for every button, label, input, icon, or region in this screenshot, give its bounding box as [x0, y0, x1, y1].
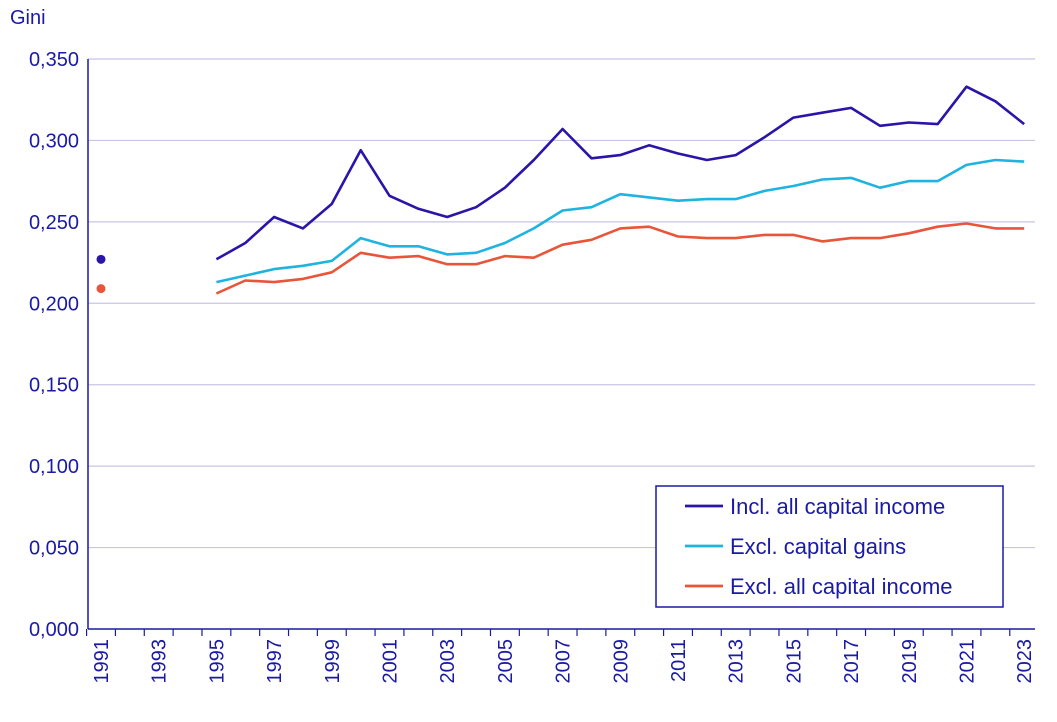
x-tick-label: 1995	[206, 639, 228, 684]
series-group	[216, 158, 1025, 284]
y-tick-label: 0,250	[29, 212, 79, 234]
x-tick-label: 2009	[610, 639, 632, 684]
x-tick-label: 2023	[1014, 639, 1036, 684]
x-tick-label: 1991	[91, 639, 113, 684]
series-group	[96, 85, 1026, 264]
x-tick-label: 2003	[437, 639, 459, 684]
legend-label: Excl. capital gains	[730, 534, 906, 559]
gridlines	[88, 58, 1035, 549]
x-tick-label: 2019	[899, 639, 921, 684]
y-tick-label: 0,300	[29, 130, 79, 152]
series-line	[215, 222, 1025, 295]
y-axis-tick-labels: 0,000 0,050 0,100 0,150 0,200 0,250 0,300 0,350	[29, 49, 79, 641]
x-tick-label: 2001	[380, 639, 402, 684]
series-layer	[96, 85, 1026, 295]
x-tick-label: 1997	[264, 639, 286, 684]
y-tick-label: 0,000	[29, 619, 79, 641]
legend-label: Incl. all capital income	[730, 494, 945, 519]
legend: Incl. all capital income Excl. capital ga…	[655, 485, 1004, 608]
series-line	[216, 158, 1025, 284]
y-tick-label: 0,050	[29, 538, 79, 560]
x-tick-label: 2021	[957, 639, 979, 684]
x-tick-label: 1999	[322, 639, 344, 684]
x-tick-label: 2011	[668, 639, 690, 682]
y-tick-label: 0,200	[29, 293, 79, 315]
series-point	[96, 254, 106, 264]
y-tick-label: 0,100	[29, 456, 79, 478]
y-tick-label: 0,150	[29, 375, 79, 397]
x-tick-label: 2017	[841, 639, 863, 684]
x-tick-label: 2005	[495, 639, 517, 684]
x-axis: 1991 1993 1995 1997 1999 2001 2003 2005 2007 2009…	[85, 59, 1036, 684]
x-tick-label: 2007	[553, 639, 575, 684]
y-tick-label: 0,350	[29, 49, 79, 71]
x-tick-label: 2013	[726, 639, 748, 684]
legend-label: Excl. all capital income	[730, 574, 953, 599]
series-line	[215, 85, 1026, 261]
y-axis-title: Gini	[10, 7, 46, 29]
series-group	[96, 222, 1025, 295]
series-point	[96, 284, 106, 294]
x-tick-label: 1993	[149, 639, 171, 684]
x-tick-label: 2015	[783, 639, 805, 684]
